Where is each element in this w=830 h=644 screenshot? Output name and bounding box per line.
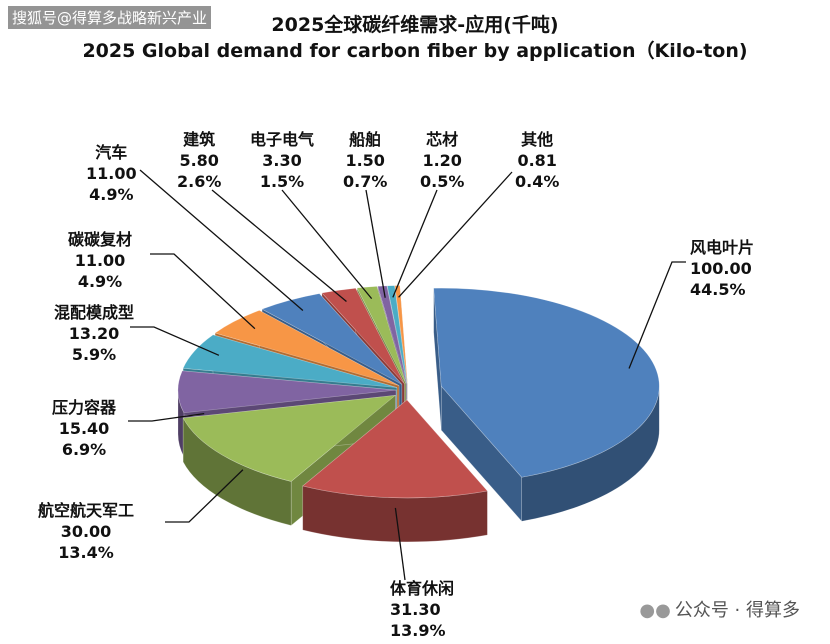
- leader-line-2: [165, 469, 244, 523]
- leader-line-9: [365, 189, 386, 298]
- leader-line-1: [394, 507, 406, 581]
- leader-line-10: [392, 189, 438, 298]
- label-others: 其他 0.81 0.4%: [515, 130, 560, 191]
- slice-top-0: [433, 287, 660, 478]
- leader-line-4: [130, 326, 220, 356]
- chart-subtitle: 2025 Global demand for carbon fiber by a…: [82, 40, 748, 62]
- chart-title: 2025全球碳纤维需求-应用(千吨): [271, 14, 559, 36]
- leader-line-7: [211, 189, 347, 302]
- slice-top-10: [386, 285, 408, 384]
- label-construction: 建筑 5.80 2.6%: [177, 130, 222, 191]
- slice-top-8: [356, 286, 407, 384]
- slice-top-9: [377, 285, 407, 384]
- label-core-materials: 芯材 1.20 0.5%: [420, 130, 465, 191]
- slice-top-5: [214, 310, 400, 386]
- label-ships: 船舶 1.50 0.7%: [343, 130, 388, 191]
- leader-line-11: [398, 171, 513, 298]
- slice-top-4: [182, 334, 397, 388]
- label-sports: 体育休闲 31.30 13.9%: [390, 579, 455, 640]
- label-pressure-vessels: 压力容器 15.40 6.9%: [52, 398, 117, 459]
- slice-top-2: [182, 394, 397, 482]
- slice-top-3: [177, 370, 397, 414]
- slice-top-1: [302, 399, 488, 499]
- slice-top-7: [321, 287, 405, 384]
- watermark-bottom: ●● 公众号 · 得算多: [639, 600, 800, 621]
- label-aerospace: 航空航天军工 30.00 13.4%: [38, 501, 135, 562]
- slice-top-6: [261, 293, 403, 385]
- label-electronics: 电子电气 3.30 1.5%: [250, 130, 315, 191]
- leader-line-6: [139, 169, 304, 311]
- leader-line-0: [628, 261, 686, 369]
- slice-wall-0-1: [440, 385, 523, 523]
- leader-line-8: [281, 189, 373, 300]
- slice-wall-0-0: [433, 288, 442, 431]
- label-molding: 混配模成型 13.20 5.9%: [54, 303, 135, 364]
- label-wind-blades: 风电叶片 100.00 44.5%: [690, 238, 755, 299]
- label-automotive: 汽车 11.00 4.9%: [86, 143, 137, 204]
- label-cc-composites: 碳碳复材 11.00 4.9%: [68, 230, 133, 291]
- wechat-icon: ●●: [639, 600, 671, 621]
- watermark-top: 搜狐号@得算多战略新兴产业: [8, 6, 212, 29]
- leader-line-5: [150, 253, 256, 330]
- leader-line-3: [128, 412, 205, 422]
